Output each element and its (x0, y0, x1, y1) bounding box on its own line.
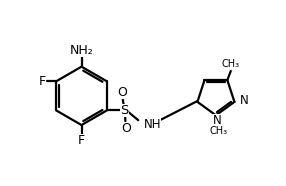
Text: F: F (39, 75, 46, 88)
Text: CH₃: CH₃ (222, 59, 240, 69)
Text: O: O (121, 122, 131, 135)
Text: CH₃: CH₃ (210, 126, 228, 136)
Text: N: N (240, 94, 248, 107)
Text: S: S (120, 104, 129, 117)
Text: F: F (78, 134, 85, 147)
Text: NH₂: NH₂ (69, 44, 94, 57)
Text: NH: NH (144, 118, 162, 131)
Text: O: O (117, 86, 127, 99)
Text: N: N (213, 114, 221, 127)
